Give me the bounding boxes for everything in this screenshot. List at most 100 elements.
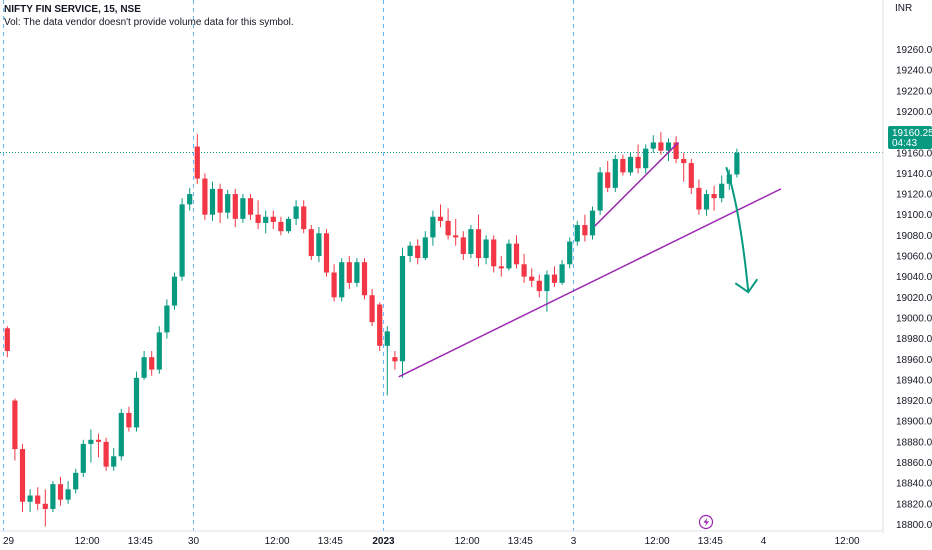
candle[interactable] <box>225 189 231 219</box>
candle[interactable] <box>171 272 178 310</box>
candle[interactable] <box>536 274 542 298</box>
candle[interactable] <box>688 158 694 195</box>
candle[interactable] <box>209 181 216 221</box>
candle[interactable] <box>369 289 375 327</box>
candle[interactable] <box>73 468 79 494</box>
candle[interactable] <box>453 218 459 246</box>
drawings[interactable] <box>398 141 782 378</box>
candle[interactable] <box>187 187 193 211</box>
candle[interactable] <box>232 188 238 228</box>
candle[interactable] <box>50 481 56 513</box>
candle[interactable] <box>194 134 200 184</box>
candle[interactable] <box>711 185 717 211</box>
candle[interactable] <box>635 144 641 174</box>
candle[interactable] <box>111 448 117 471</box>
candle[interactable] <box>103 437 109 471</box>
candle[interactable] <box>620 154 626 176</box>
candle[interactable] <box>544 270 550 312</box>
candle[interactable] <box>597 167 603 215</box>
candle[interactable] <box>475 214 482 267</box>
candle[interactable] <box>399 247 406 378</box>
candle[interactable] <box>346 256 352 290</box>
candle[interactable] <box>658 132 664 155</box>
candle[interactable] <box>149 350 155 376</box>
candle[interactable] <box>574 220 580 246</box>
candle[interactable] <box>612 154 618 192</box>
candle[interactable] <box>316 227 322 263</box>
candle[interactable] <box>437 204 444 228</box>
candle[interactable] <box>392 350 398 370</box>
candle[interactable] <box>247 194 254 220</box>
candle[interactable] <box>156 326 162 374</box>
candle[interactable] <box>468 225 474 259</box>
candle[interactable] <box>308 225 314 261</box>
candle[interactable] <box>270 210 276 230</box>
candle[interactable] <box>95 433 102 458</box>
candle[interactable] <box>513 235 520 269</box>
candle[interactable] <box>179 198 185 281</box>
candle[interactable] <box>217 183 223 223</box>
lightning-icon[interactable] <box>698 514 714 530</box>
candle[interactable] <box>407 241 413 263</box>
arrow-down-icon[interactable] <box>725 166 759 294</box>
candle[interactable] <box>141 350 147 380</box>
candle[interactable] <box>377 302 383 351</box>
candle[interactable] <box>529 268 535 287</box>
candle[interactable] <box>643 144 649 174</box>
candle[interactable] <box>491 235 497 273</box>
candle[interactable] <box>331 264 337 302</box>
candle[interactable] <box>719 175 725 203</box>
candle[interactable] <box>19 443 26 513</box>
candle[interactable] <box>627 152 634 176</box>
candle[interactable] <box>293 200 299 226</box>
candle[interactable] <box>551 266 558 287</box>
candle[interactable] <box>80 439 86 477</box>
candle[interactable] <box>521 253 527 283</box>
candle[interactable] <box>703 189 710 216</box>
candle[interactable] <box>422 231 428 261</box>
candle[interactable] <box>582 214 588 242</box>
candle[interactable] <box>202 173 208 220</box>
candle[interactable] <box>164 299 170 339</box>
candle[interactable] <box>498 256 504 277</box>
candle[interactable] <box>323 229 330 277</box>
candle[interactable] <box>126 406 132 432</box>
candlestick-series[interactable] <box>4 132 740 527</box>
candle[interactable] <box>27 489 33 513</box>
candle[interactable] <box>35 487 41 510</box>
candle[interactable] <box>301 200 307 234</box>
time-axis[interactable]: 29 12:00 13:45 30 12:00 13:45 2023 12:00 13:45 3 1… <box>0 530 883 547</box>
candle[interactable] <box>133 371 140 432</box>
candle[interactable] <box>415 239 421 265</box>
price-axis[interactable]: 19260.0019240.0019220.0019200.0019180.00… <box>882 0 932 534</box>
candle[interactable] <box>4 326 10 358</box>
candle[interactable] <box>506 239 512 271</box>
trendline[interactable] <box>594 141 679 227</box>
candle[interactable] <box>460 231 466 261</box>
candle[interactable] <box>263 210 269 234</box>
candle[interactable] <box>673 136 679 164</box>
candle[interactable] <box>605 161 611 192</box>
candle[interactable] <box>734 148 740 178</box>
candle[interactable] <box>354 258 360 287</box>
candle[interactable] <box>12 398 18 461</box>
candle[interactable] <box>567 237 573 269</box>
candle[interactable] <box>483 235 489 265</box>
candle[interactable] <box>339 258 345 302</box>
candle[interactable] <box>42 489 48 527</box>
candle[interactable] <box>445 208 451 240</box>
candle[interactable] <box>361 258 368 300</box>
candle[interactable] <box>57 476 64 506</box>
candle[interactable] <box>65 481 71 504</box>
candle[interactable] <box>384 326 390 396</box>
candle[interactable] <box>240 194 246 223</box>
candle[interactable] <box>589 206 596 240</box>
candle[interactable] <box>118 408 124 461</box>
candle[interactable] <box>696 179 702 215</box>
candle[interactable] <box>88 429 94 463</box>
candle[interactable] <box>681 152 687 182</box>
candle[interactable] <box>559 260 565 285</box>
candle[interactable] <box>255 200 261 230</box>
candle[interactable] <box>650 135 656 153</box>
